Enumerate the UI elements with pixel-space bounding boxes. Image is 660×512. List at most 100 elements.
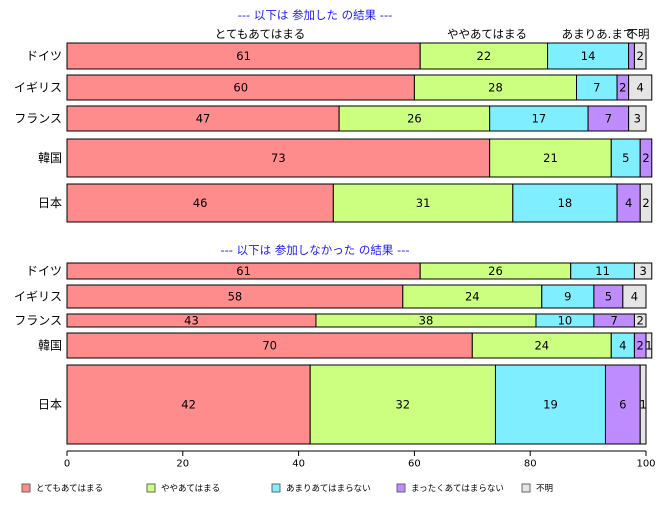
data-label: 7 [610,314,617,328]
data-label: 73 [271,151,286,165]
category-label: ドイツ [26,49,62,63]
bar-segment [471,332,612,359]
legend-label: とてもあてはまる [36,484,103,494]
bar-segment [576,74,618,101]
category-label: ドイツ [26,264,62,278]
data-label: 24 [534,339,549,353]
data-label: 2 [619,81,626,95]
column-label: あまりあ.まて [562,27,635,41]
bar-segment [633,262,653,280]
bar-segment [419,42,549,70]
data-label: 3 [634,112,641,126]
data-label: 4 [631,290,638,304]
x-tick-label: 0 [64,459,70,470]
data-label: 26 [407,112,422,126]
bar-segment [628,74,653,101]
data-label: 11 [595,264,610,278]
data-label: 70 [262,339,277,353]
category-label: フランス [14,314,62,328]
data-label: 22 [477,49,492,63]
data-label: 2 [642,196,649,210]
bar-segment [66,105,340,132]
bar-segment [512,183,618,223]
legend-swatch [21,483,31,493]
data-label: 2 [637,314,644,328]
category-label: イギリス [14,290,62,304]
bar-segment [489,138,612,178]
panel-title: --- 以下は 参加しなかった の結果 --- [220,243,409,257]
data-label: 4 [625,196,632,210]
x-tick-label: 60 [408,459,421,470]
data-label: 24 [465,290,480,304]
bar-segment [338,105,491,132]
data-label: 4 [637,81,644,95]
data-label: 61 [236,264,251,278]
data-label: 9 [564,290,571,304]
data-label: 2 [637,49,644,63]
data-label: 17 [532,112,547,126]
data-label: 5 [622,151,629,165]
column-label: とてもあてはまる [215,27,306,41]
x-tick-label: 80 [524,459,537,470]
data-label: 3 [639,264,646,278]
bar-segment [66,183,334,223]
data-label: 28 [488,81,503,95]
x-tick-label: 100 [636,459,655,470]
column-label: ややあてはまる [447,27,527,41]
data-label: 7 [605,112,612,126]
data-label: 1 [639,398,646,412]
category-label: イギリス [14,81,62,95]
bar-segment [628,42,635,70]
data-label: 7 [593,81,600,95]
bar-segment [622,284,647,309]
bar-segment [633,313,647,328]
category-label: フランス [14,112,62,126]
legend-swatch [396,483,406,493]
data-label: 58 [228,290,243,304]
bar-segment [633,42,647,70]
bar-segment [639,138,653,178]
data-label: 42 [181,398,196,412]
data-label: 61 [236,49,251,63]
data-label: 5 [605,290,612,304]
data-label: 19 [543,398,558,412]
data-label: 26 [488,264,503,278]
data-label: 43 [184,314,199,328]
bar-segment [66,42,421,70]
legend-label: ややあてはまる [161,484,220,494]
panel-title: --- 以下は 参加した の結果 --- [238,8,393,22]
category-label: 韓国 [38,151,62,165]
bar-segment [413,74,578,101]
bar-segment [628,105,647,132]
category-label: 韓国 [38,339,62,353]
legend-label: まったくあてはまらない [411,484,504,494]
legend-swatch [521,483,531,493]
data-label: 14 [581,49,596,63]
bar-segment [547,42,630,70]
category-label: 日本 [38,196,62,210]
bar-segment [639,183,653,223]
bar-segment [604,364,641,445]
data-label: 2 [642,151,649,165]
data-label: 18 [558,196,573,210]
bar-segment [489,105,589,132]
data-label: 60 [233,81,248,95]
legend-swatch [271,483,281,493]
bar-segment [332,183,514,223]
data-label: 47 [196,112,211,126]
data-label: 38 [419,314,434,328]
bar-segment [645,332,653,359]
legend-label: あまりあてはまらない [286,484,371,494]
legend-label: 不明 [536,484,553,494]
category-label: 日本 [38,398,62,412]
data-label: 31 [416,196,431,210]
x-tick-label: 20 [176,459,189,470]
data-label: 10 [558,314,573,328]
bar-segment [587,105,630,132]
bar-segment [66,364,311,445]
data-label: 2 [637,339,644,353]
column-label: 不明 [627,27,650,41]
legend-swatch [146,483,156,493]
data-label: 6 [619,398,626,412]
